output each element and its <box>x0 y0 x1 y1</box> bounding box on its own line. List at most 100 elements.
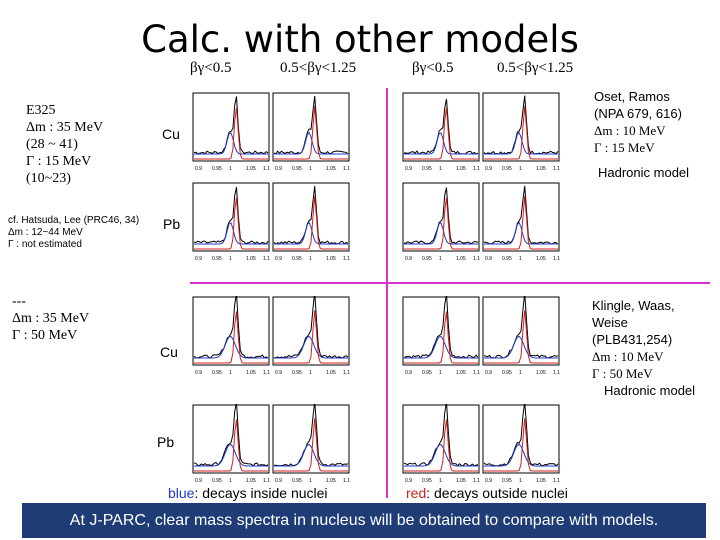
axis-tick-label: 1.05 <box>326 256 336 262</box>
axis-tick-label: 0.9 <box>195 478 202 484</box>
column-header-3: βγ<0.5 <box>412 60 454 76</box>
axis-tick-label: 0.95 <box>502 256 512 262</box>
spectrum-panel: 0.9 0.95 1 1.05 1.1 <box>192 182 272 266</box>
spectrum-plot: 0.9 0.95 1 1.05 1.1 <box>272 296 350 376</box>
axis-tick-label: 1 <box>519 256 522 262</box>
axis-tick-label: 1.1 <box>263 370 270 376</box>
total-spectrum-line <box>483 296 559 359</box>
total-spectrum-line <box>193 96 269 155</box>
outside-decay-line <box>274 418 348 472</box>
axis-tick-label: 0.95 <box>502 370 512 376</box>
axis-tick-label: 1 <box>439 478 442 484</box>
plot-frame <box>272 296 350 366</box>
plot-frame <box>402 182 480 252</box>
spectrum-plot: 0.9 0.95 1 1.05 1.1 <box>482 296 560 376</box>
plot-frame <box>272 404 350 474</box>
axis-tick-label: 0.95 <box>292 478 302 484</box>
axis-tick-label: 0.9 <box>275 256 282 262</box>
plot-frame <box>402 296 480 366</box>
spectrum-plot: 0.9 0.95 1 1.05 1.1 <box>192 296 270 376</box>
axis-tick-label: 0.95 <box>422 370 432 376</box>
axis-tick-label: 1 <box>519 478 522 484</box>
plot-frame <box>192 296 270 366</box>
inside-decay-line <box>274 131 348 155</box>
klingl-line: Γ : 50 MeV <box>592 366 653 381</box>
axis-tick-label: 1.05 <box>456 166 466 172</box>
outside-decay-line <box>484 310 558 364</box>
axis-tick-label: 0.9 <box>405 256 412 262</box>
spectrum-panel: 0.9 0.95 1 1.05 1.1 <box>402 182 482 266</box>
spectrum-plot: 0.9 0.95 1 1.05 1.1 <box>272 182 350 262</box>
legend-inside: blue: decays inside nuclei <box>168 485 328 501</box>
axis-tick-label: 1.1 <box>473 478 480 484</box>
plot-frame <box>192 182 270 252</box>
axis-tick-label: 1.1 <box>263 256 270 262</box>
hatsuda-line: Γ : not estimated <box>8 239 82 250</box>
axis-tick-label: 1.1 <box>343 166 350 172</box>
total-spectrum-line <box>403 404 479 467</box>
inside-decay-line <box>404 222 478 245</box>
e325-note: E325 Δm : 35 MeV (28 ~ 41) Γ : 15 MeV (1… <box>26 102 103 187</box>
inside-decay-line <box>274 221 348 245</box>
axis-tick-label: 0.9 <box>275 166 282 172</box>
oset-note: Oset, Ramos (NPA 679, 616) Δm : 10 MeV Γ… <box>594 88 682 156</box>
axis-tick-label: 0.9 <box>485 256 492 262</box>
axis-tick-label: 1 <box>519 166 522 172</box>
hatsuda-line: cf. Hatsuda, Lee (PRC46, 34) <box>8 215 140 226</box>
axis-tick-label: 0.95 <box>292 370 302 376</box>
axis-tick-label: 1.1 <box>343 478 350 484</box>
spectrum-panel: 0.9 0.95 1 1.05 1.1 <box>402 404 482 488</box>
legend-red-key: red <box>406 485 427 501</box>
inside-decay-line <box>194 336 268 359</box>
axis-tick-label: 1.05 <box>326 166 336 172</box>
axis-tick-label: 1 <box>439 256 442 262</box>
axis-tick-label: 0.95 <box>292 166 302 172</box>
outside-decay-line <box>404 311 478 364</box>
e325-line: E325 <box>26 103 56 118</box>
inside-decay-line <box>484 131 558 155</box>
spectrum-panel: 0.9 0.95 1 1.05 1.1 <box>482 404 562 488</box>
hatsuda-line: Δm : 12~44 MeV <box>8 227 83 238</box>
outside-decay-line <box>484 196 558 250</box>
page-title: Calc. with other models <box>141 18 579 61</box>
axis-tick-label: 1.05 <box>326 370 336 376</box>
spectrum-panel: 0.9 0.95 1 1.05 1.1 <box>482 92 562 176</box>
inside-decay-line <box>194 222 268 245</box>
plot-frame <box>272 182 350 252</box>
inside-decay-line <box>194 444 268 467</box>
axis-tick-label: 1 <box>519 370 522 376</box>
total-spectrum-line <box>274 404 349 467</box>
plot-frame <box>192 404 270 474</box>
outside-decay-line <box>404 419 478 472</box>
axis-tick-label: 1.1 <box>473 370 480 376</box>
axis-tick-label: 1.1 <box>473 256 480 262</box>
axis-tick-label: 1 <box>309 256 312 262</box>
spectrum-panel: 0.9 0.95 1 1.05 1.1 <box>272 92 352 176</box>
e325-line: Δm : 35 MeV <box>26 120 104 135</box>
outside-decay-line <box>274 310 348 364</box>
row-label-pb-1: Pb <box>163 216 181 232</box>
axis-tick-label: 0.95 <box>212 166 222 172</box>
spectrum-panel: 0.9 0.95 1 1.05 1.1 <box>272 182 352 266</box>
axis-tick-label: 0.9 <box>195 256 202 262</box>
inside-decay-line <box>274 443 348 467</box>
axis-tick-label: 1.05 <box>536 370 546 376</box>
inside-decay-line <box>404 336 478 359</box>
axis-tick-label: 1.1 <box>343 370 350 376</box>
spectrum-plot: 0.9 0.95 1 1.05 1.1 <box>272 92 350 172</box>
spectrum-plot: 0.9 0.95 1 1.05 1.1 <box>272 404 350 484</box>
outside-decay-line <box>194 197 268 250</box>
horizontal-divider <box>190 282 710 284</box>
column-header-4: 0.5<βγ<1.25 <box>497 60 574 76</box>
total-spectrum-line <box>483 404 559 467</box>
oset-line: Γ : 15 MeV <box>594 140 655 155</box>
outside-decay-line <box>484 418 558 472</box>
axis-tick-label: 1.1 <box>263 478 270 484</box>
outside-decay-line <box>404 107 478 160</box>
spectrum-panel: 0.9 0.95 1 1.05 1.1 <box>192 296 272 380</box>
inside-decay-line <box>274 335 348 359</box>
plot-frame <box>402 404 480 474</box>
total-spectrum-line <box>403 187 479 245</box>
outside-decay-line <box>274 106 348 160</box>
axis-tick-label: 0.95 <box>422 478 432 484</box>
